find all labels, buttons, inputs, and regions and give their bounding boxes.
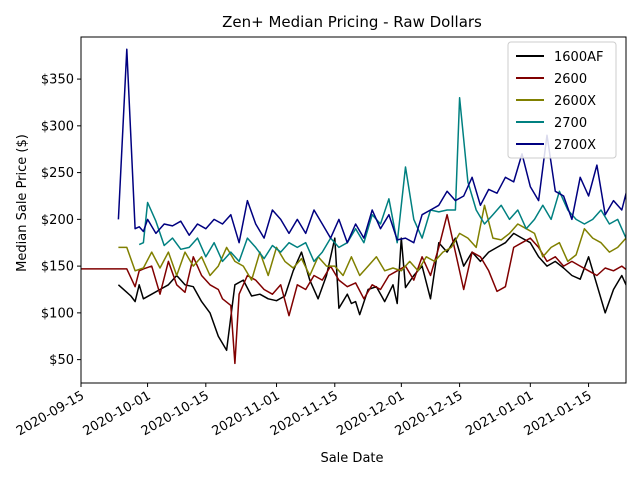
plot-area: $50$100$150$200$250$300$3502020-09-15202…	[14, 36, 627, 439]
y-tick-label: $250	[41, 166, 74, 181]
legend-label-2600: 2600	[554, 72, 587, 87]
y-axis-label: Median Sale Price ($)	[15, 134, 30, 272]
y-tick-label: $300	[41, 119, 74, 134]
y-tick-label: $200	[41, 213, 74, 228]
legend-box	[507, 41, 617, 159]
y-tick-label: $350	[41, 73, 74, 88]
series-line-1600af	[117, 232, 626, 352]
legend-label-2600x: 2600X	[554, 94, 596, 109]
legend-label-2700x: 2700X	[554, 138, 596, 153]
series-lines	[81, 48, 626, 365]
y-tick-label: $150	[41, 260, 74, 275]
legend: 1600AF 2600 2600X 2700 2700X	[507, 41, 617, 159]
legend-label-1600af: 1600AF	[554, 50, 603, 65]
x-tick-label: 2020-09-15	[14, 388, 87, 439]
plot-frame	[80, 36, 627, 384]
x-axis-label: Sale Date	[320, 451, 383, 466]
y-tick-label: $50	[49, 353, 74, 368]
series-line-2600x	[118, 204, 626, 281]
series-line-2700	[138, 97, 626, 263]
series-line-2600	[81, 213, 626, 365]
series-line-2700x	[117, 48, 626, 244]
chart-title: Zen+ Median Pricing - Raw Dollars	[222, 13, 482, 31]
y-tick-label: $100	[41, 306, 74, 321]
legend-label-2700: 2700	[554, 116, 587, 131]
